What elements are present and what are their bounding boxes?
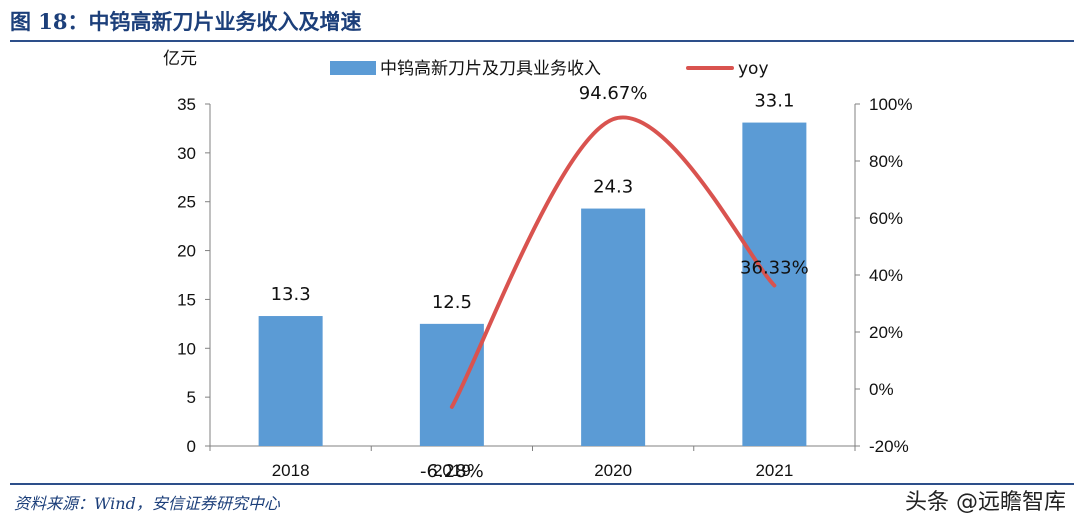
- chart-axes: 0 5 10 15 20 25 30 35 亿元 -20% 0% 20% 40% 60% 80% 100% 20…: [163, 49, 912, 480]
- bar-value-label: 33.1: [754, 91, 794, 112]
- chart-legend: 中钨高新刀片及刀具业务收入 yoy: [330, 59, 769, 79]
- y-left-tick-label: 15: [177, 290, 196, 309]
- y-left-tick-label: 35: [177, 95, 196, 114]
- x-tick-label: 2021: [755, 461, 793, 480]
- bar-value-label: 24.3: [593, 177, 633, 198]
- y-left-tick-label: 5: [187, 388, 196, 407]
- yoy-value-label: 36.33%: [740, 257, 809, 278]
- y-left-tick-label: 30: [177, 144, 196, 163]
- source-note: 资料来源：Wind，安信证券研究中心: [14, 494, 280, 513]
- bar-value-label: 13.3: [271, 284, 311, 305]
- title-divider: [10, 40, 1074, 42]
- yoy-line-series: [449, 115, 777, 409]
- x-tick-label: 2020: [594, 461, 632, 480]
- y-right-tick-label: -20%: [869, 437, 909, 456]
- y-right-tick-label: 40%: [869, 266, 903, 285]
- y-left-unit-label: 亿元: [163, 49, 197, 69]
- y-left-tick-label: 20: [177, 242, 196, 261]
- y-right-tick-label: 0%: [869, 380, 894, 399]
- data-labels: 13.3 12.5 24.3 33.1 -6.28% 94.67% 36.33%: [271, 83, 809, 482]
- bar-value-label: 12.5: [432, 292, 472, 313]
- x-tick-label: 2018: [272, 461, 310, 480]
- bar: [419, 323, 484, 446]
- legend-bar-label: 中钨高新刀片及刀具业务收入: [380, 59, 601, 79]
- legend-bar-swatch: [330, 61, 376, 75]
- footer-divider: [10, 483, 1074, 485]
- yoy-value-label: 94.67%: [579, 83, 648, 104]
- bar: [581, 208, 646, 446]
- y-left-tick-label: 25: [177, 193, 196, 212]
- figure-title: 图 18：中钨高新刀片业务收入及增速: [10, 9, 362, 34]
- y-right-tick-label: 20%: [869, 323, 903, 342]
- y-left-tick-label: 10: [177, 339, 196, 358]
- yoy-line: [449, 115, 777, 409]
- bar-series: [258, 122, 807, 447]
- watermark-text: 头条 @远瞻智库: [905, 490, 1066, 515]
- y-left-tick-label: 0: [187, 437, 196, 456]
- bar: [258, 316, 323, 446]
- yoy-value-label: -6.28%: [420, 461, 484, 482]
- y-right-tick-label: 80%: [869, 152, 903, 171]
- legend-line-label: yoy: [738, 59, 769, 79]
- y-right-tick-label: 100%: [869, 95, 912, 114]
- y-right-tick-label: 60%: [869, 209, 903, 228]
- x-tick-label: 2019: [433, 461, 471, 480]
